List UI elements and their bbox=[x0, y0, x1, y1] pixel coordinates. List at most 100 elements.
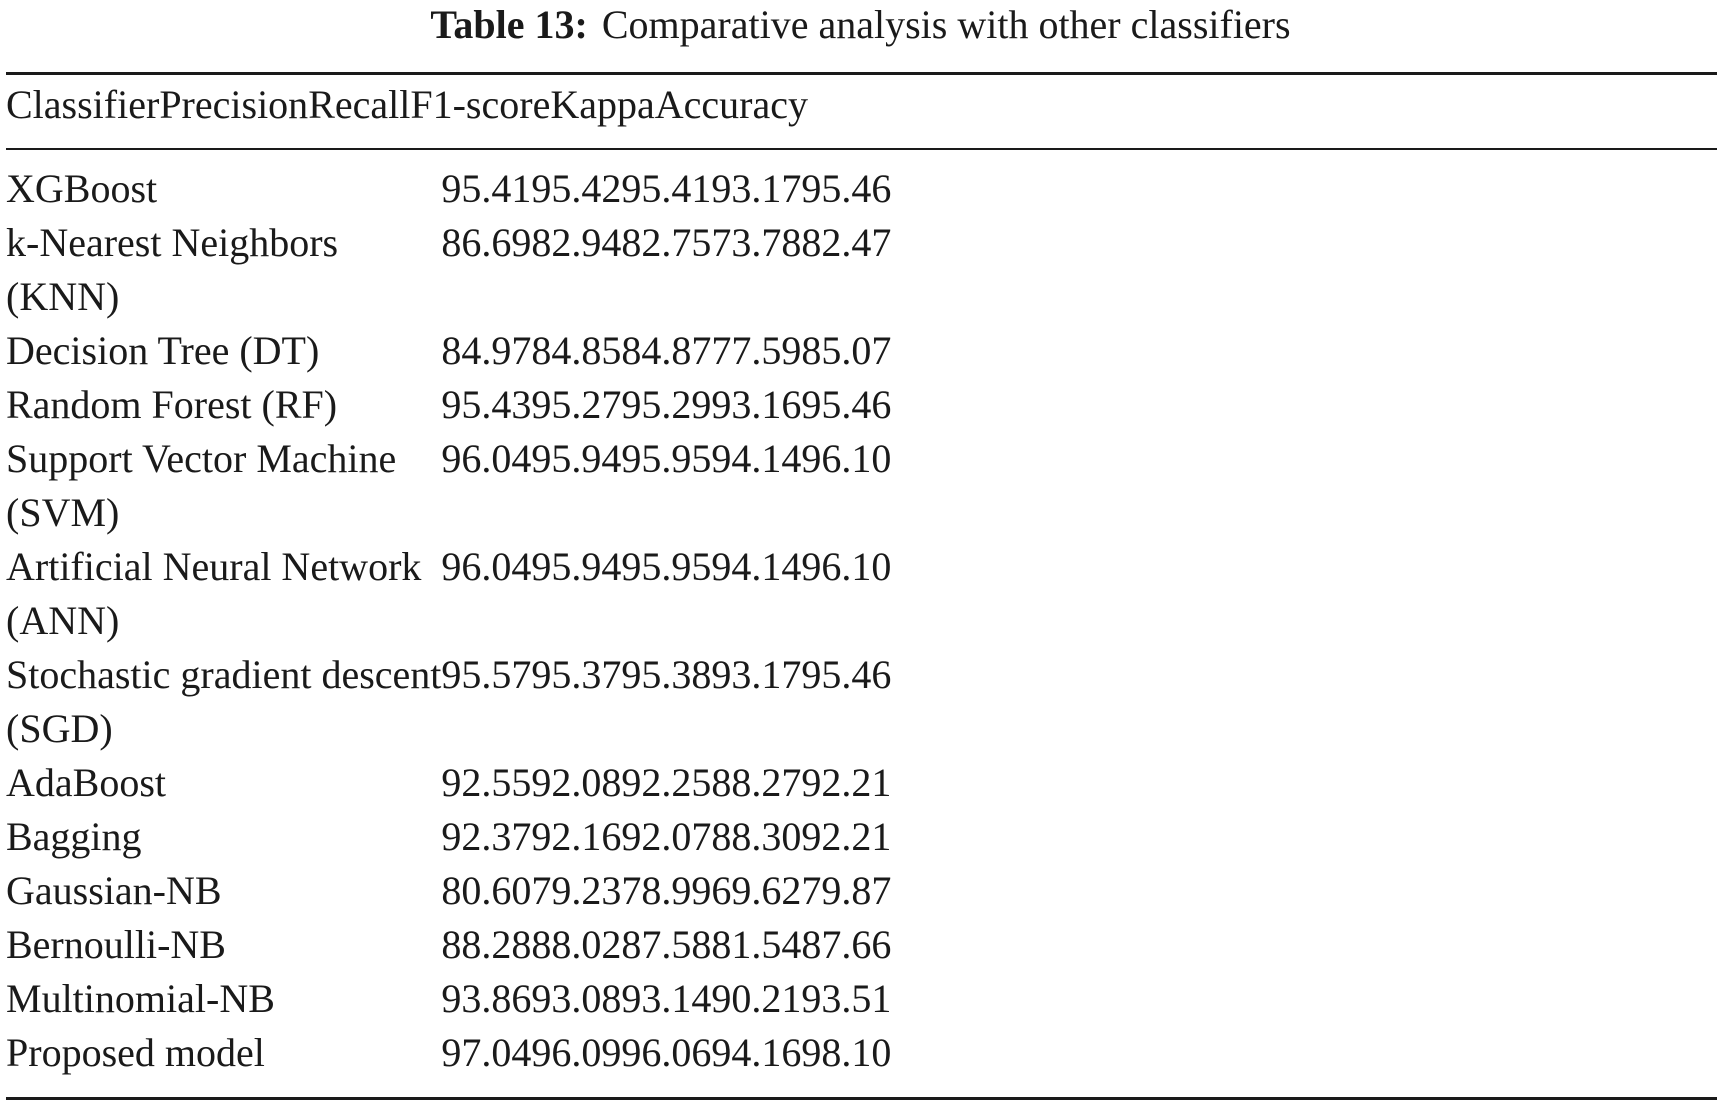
cell-classifier: Random Forest (RF) bbox=[0, 378, 441, 432]
cell-classifier: AdaBoost bbox=[0, 756, 441, 810]
column-header-kappa: Kappa bbox=[550, 82, 655, 127]
cell-kappa: 93.16 bbox=[711, 382, 802, 427]
classifier-name-line: Bernoulli-NB bbox=[6, 922, 226, 967]
cell-kappa: 73.78 bbox=[711, 220, 802, 265]
column-header-accuracy: Accuracy bbox=[654, 82, 808, 127]
table-caption-label: Table 13: bbox=[430, 2, 588, 47]
cell-precision: 93.86 bbox=[441, 976, 532, 1021]
cell-accuracy: 96.10 bbox=[801, 436, 892, 481]
table-row: Artificial Neural Network (ANN) 96.04 95.94… bbox=[0, 540, 891, 648]
classifier-name-line: (SVM) bbox=[6, 490, 120, 535]
cell-classifier: Artificial Neural Network (ANN) bbox=[0, 540, 441, 648]
classifier-name-line: Random Forest (RF) bbox=[6, 382, 338, 427]
cell-kappa: 77.59 bbox=[711, 328, 802, 373]
cell-f1-score: 95.95 bbox=[621, 436, 712, 481]
cell-accuracy: 92.21 bbox=[801, 814, 892, 859]
classifier-name-line: (SGD) bbox=[6, 706, 113, 751]
column-header-f1-score: F1-score bbox=[410, 82, 551, 127]
cell-classifier: XGBoost bbox=[0, 162, 441, 216]
table-row: AdaBoost 92.55 92.08 92.25 88.27 92.21 bbox=[0, 756, 891, 810]
cell-f1-score: 95.29 bbox=[621, 382, 712, 427]
cell-recall: 95.27 bbox=[531, 382, 622, 427]
cell-f1-score: 92.07 bbox=[621, 814, 712, 859]
cell-recall: 95.42 bbox=[531, 166, 622, 211]
cell-classifier: Support Vector Machine (SVM) bbox=[0, 432, 441, 540]
cell-accuracy: 82.47 bbox=[801, 220, 892, 265]
table-header-rule bbox=[6, 148, 1717, 150]
classifier-name-line: Proposed model bbox=[6, 1030, 265, 1075]
cell-kappa: 81.54 bbox=[711, 922, 802, 967]
classifier-name-line: Stochastic gradient descent bbox=[6, 652, 442, 697]
cell-kappa: 94.16 bbox=[711, 1030, 802, 1075]
table-row: Bagging 92.37 92.16 92.07 88.30 92.21 bbox=[0, 810, 891, 864]
cell-kappa: 93.17 bbox=[711, 166, 802, 211]
classifier-name-line: Gaussian-NB bbox=[6, 868, 222, 913]
table-row: XGBoost 95.41 95.42 95.41 93.17 95.46 bbox=[0, 162, 891, 216]
cell-f1-score: 78.99 bbox=[621, 868, 712, 913]
classifier-name-line: Multinomial-NB bbox=[6, 976, 275, 1021]
cell-accuracy: 87.66 bbox=[801, 922, 892, 967]
cell-classifier: Bagging bbox=[0, 810, 441, 864]
cell-accuracy: 93.51 bbox=[801, 976, 892, 1021]
cell-f1-score: 95.41 bbox=[621, 166, 712, 211]
classifier-name-line: Decision Tree (DT) bbox=[6, 328, 320, 373]
table-row: Stochastic gradient descent (SGD) 95.57 95.… bbox=[0, 648, 891, 756]
column-header-recall: Recall bbox=[308, 82, 411, 127]
cell-precision: 92.55 bbox=[441, 760, 532, 805]
cell-f1-score: 87.58 bbox=[621, 922, 712, 967]
cell-accuracy: 95.46 bbox=[801, 652, 892, 697]
cell-kappa: 88.30 bbox=[711, 814, 802, 859]
cell-recall: 79.23 bbox=[531, 868, 622, 913]
table-caption-text: Comparative analysis with other classifi… bbox=[601, 2, 1291, 47]
classifier-name-line: Bagging bbox=[6, 814, 142, 859]
cell-recall: 82.94 bbox=[531, 220, 622, 265]
table-row: Random Forest (RF) 95.43 95.27 95.29 93.16 95… bbox=[0, 378, 891, 432]
cell-classifier: Bernoulli-NB bbox=[0, 918, 441, 972]
cell-classifier: k-Nearest Neighbors (KNN) bbox=[0, 216, 441, 324]
cell-recall: 92.16 bbox=[531, 814, 622, 859]
classifier-name-line: Artificial Neural Network bbox=[6, 544, 422, 589]
cell-precision: 80.60 bbox=[441, 868, 532, 913]
column-header-classifier: Classifier bbox=[6, 82, 160, 127]
cell-f1-score: 92.25 bbox=[621, 760, 712, 805]
cell-recall: 95.94 bbox=[531, 544, 622, 589]
cell-kappa: 93.17 bbox=[711, 652, 802, 697]
cell-accuracy: 79.87 bbox=[801, 868, 892, 913]
cell-kappa: 88.27 bbox=[711, 760, 802, 805]
cell-accuracy: 96.10 bbox=[801, 544, 892, 589]
table-top-rule bbox=[6, 72, 1717, 75]
cell-precision: 86.69 bbox=[441, 220, 532, 265]
classifier-name-line: (KNN) bbox=[6, 274, 120, 319]
cell-f1-score: 95.95 bbox=[621, 544, 712, 589]
cell-kappa: 94.14 bbox=[711, 436, 802, 481]
cell-classifier: Gaussian-NB bbox=[0, 864, 441, 918]
cell-accuracy: 92.21 bbox=[801, 760, 892, 805]
cell-classifier: Decision Tree (DT) bbox=[0, 324, 441, 378]
cell-precision: 96.04 bbox=[441, 436, 532, 481]
cell-kappa: 94.14 bbox=[711, 544, 802, 589]
cell-accuracy: 98.10 bbox=[801, 1030, 892, 1075]
cell-precision: 95.43 bbox=[441, 382, 532, 427]
cell-kappa: 90.21 bbox=[711, 976, 802, 1021]
cell-accuracy: 95.46 bbox=[801, 382, 892, 427]
cell-classifier: Stochastic gradient descent (SGD) bbox=[0, 648, 441, 756]
cell-recall: 96.09 bbox=[531, 1030, 622, 1075]
cell-classifier: Multinomial-NB bbox=[0, 972, 441, 1026]
table-row: Bernoulli-NB 88.28 88.02 87.58 81.54 87.66 bbox=[0, 918, 891, 972]
cell-recall: 93.08 bbox=[531, 976, 622, 1021]
cell-classifier: Proposed model bbox=[0, 1026, 441, 1080]
cell-precision: 96.04 bbox=[441, 544, 532, 589]
cell-recall: 88.02 bbox=[531, 922, 622, 967]
table-row: Decision Tree (DT) 84.97 84.85 84.87 77.59 85… bbox=[0, 324, 891, 378]
cell-recall: 95.37 bbox=[531, 652, 622, 697]
cell-f1-score: 82.75 bbox=[621, 220, 712, 265]
classifier-name-line: (ANN) bbox=[6, 598, 120, 643]
cell-precision: 95.57 bbox=[441, 652, 532, 697]
header-row: Classifier Precision Recall F1-score Kap… bbox=[0, 77, 808, 133]
table-row: k-Nearest Neighbors (KNN) 86.69 82.94 82.75 7… bbox=[0, 216, 891, 324]
cell-precision: 97.04 bbox=[441, 1030, 532, 1075]
cell-precision: 88.28 bbox=[441, 922, 532, 967]
table-bottom-rule bbox=[6, 1097, 1717, 1100]
cell-recall: 84.85 bbox=[531, 328, 622, 373]
cell-kappa: 69.62 bbox=[711, 868, 802, 913]
